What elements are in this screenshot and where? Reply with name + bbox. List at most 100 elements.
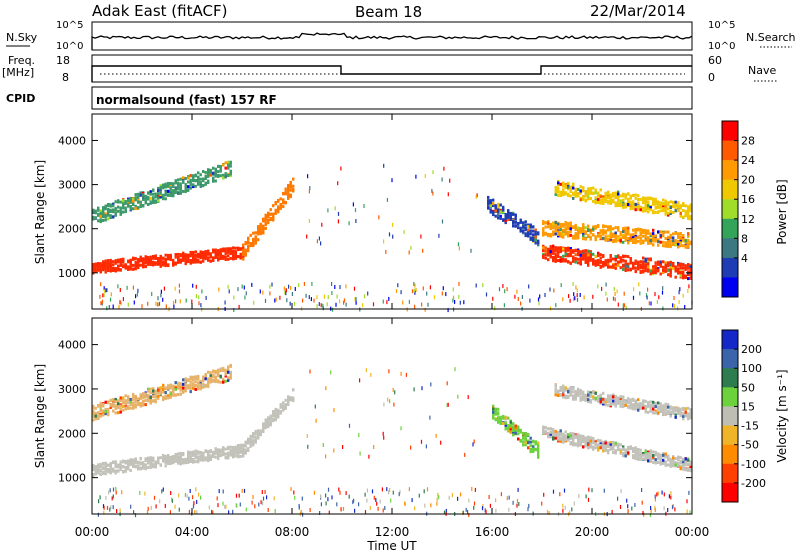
noise-cell xyxy=(529,298,531,303)
noise-cell xyxy=(654,497,656,502)
scatter-cell xyxy=(674,200,677,204)
scatter-cell xyxy=(167,181,170,185)
scatter-cell xyxy=(274,211,277,215)
scatter-cell xyxy=(147,397,150,400)
noise-cell xyxy=(498,287,501,292)
noise-cell xyxy=(442,286,444,291)
scatter-cell xyxy=(284,192,287,196)
scatter-cell xyxy=(277,205,280,209)
noise-cell xyxy=(516,289,518,294)
scatter-cell xyxy=(617,396,620,400)
scatter-cell xyxy=(622,397,625,401)
scatter-cell xyxy=(542,231,545,235)
scatter-cell xyxy=(109,469,112,473)
scatter-cell xyxy=(599,201,602,205)
scatter-cell xyxy=(672,411,675,415)
noise-cell xyxy=(488,495,490,499)
scatter-cell xyxy=(94,209,97,213)
scatter-cell xyxy=(519,219,522,223)
scatter-cell xyxy=(149,257,152,261)
scatter-cell xyxy=(597,446,600,450)
scatter-cell xyxy=(514,424,517,428)
scatter-cell xyxy=(509,423,512,427)
scatter-cell xyxy=(212,171,215,175)
scatter-cell xyxy=(287,402,290,406)
scatter-cell xyxy=(614,196,617,200)
scatter-cell xyxy=(199,177,202,181)
scatter-cell xyxy=(659,205,662,208)
scatter-cell xyxy=(487,202,490,206)
scatter-cell xyxy=(602,228,605,232)
scatter-cell xyxy=(592,395,595,399)
scatter-cell xyxy=(679,206,682,210)
scatter-cell xyxy=(132,197,135,201)
scatter-cell xyxy=(117,411,120,415)
scatter-cell xyxy=(664,403,667,407)
scatter-cell xyxy=(664,411,667,415)
noise-cell xyxy=(576,297,579,302)
scatter-cell xyxy=(649,232,652,236)
scatter-cell xyxy=(684,460,687,464)
scatter-cell xyxy=(582,249,585,253)
scatter-cell xyxy=(529,232,532,236)
scatter-cell xyxy=(149,259,152,263)
scatter-cell xyxy=(589,391,592,395)
scatter-cell xyxy=(92,473,95,476)
scatter-cell xyxy=(489,201,492,204)
noise-cell xyxy=(684,305,686,309)
scatter-cell xyxy=(554,390,557,393)
scatter-cell xyxy=(624,451,627,454)
scatter-cell xyxy=(489,210,492,214)
noise-cell xyxy=(397,283,399,288)
scatter-cell xyxy=(157,186,160,190)
scatter-cell xyxy=(664,208,667,211)
scatter-cell xyxy=(599,236,602,240)
scatter-cell xyxy=(277,207,280,211)
scatter-cell xyxy=(129,403,132,406)
scatter-cell xyxy=(657,200,660,204)
scatter-cell xyxy=(154,195,157,199)
scatter-cell xyxy=(587,390,590,394)
scatter-cell xyxy=(139,404,142,408)
noise-cell xyxy=(337,219,339,224)
scatter-cell xyxy=(189,186,192,190)
noise-cell xyxy=(454,299,456,304)
scatter-cell xyxy=(147,197,150,201)
noise-cell xyxy=(108,305,110,309)
scatter-cell xyxy=(634,241,637,245)
scatter-cell xyxy=(207,252,210,255)
scatter-cell xyxy=(657,269,660,273)
scatter-cell xyxy=(169,190,172,194)
scatter-cell xyxy=(614,402,617,405)
scatter-cell xyxy=(262,426,265,430)
scatter-cell xyxy=(534,238,537,242)
scatter-cell xyxy=(664,266,667,270)
scatter-cell xyxy=(642,266,645,270)
scatter-cell xyxy=(217,251,220,255)
scatter-cell xyxy=(669,212,672,215)
scatter-cell xyxy=(127,396,130,400)
scatter-cell xyxy=(162,395,165,399)
scatter-cell xyxy=(577,261,580,265)
scatter-cell xyxy=(617,260,620,264)
scatter-cell xyxy=(644,198,647,202)
scatter-cell xyxy=(514,429,517,432)
noise-cell xyxy=(109,297,112,302)
noise-cell xyxy=(345,284,347,289)
scatter-cell xyxy=(622,200,625,204)
scatter-cell xyxy=(167,253,170,257)
scatter-cell xyxy=(652,450,655,454)
scatter-cell xyxy=(579,443,582,447)
scatter-cell xyxy=(637,448,640,452)
colorbar-segment xyxy=(722,121,738,142)
scatter-cell xyxy=(144,399,147,402)
scatter-cell xyxy=(209,252,212,256)
scatter-cell xyxy=(684,267,687,271)
scatter-cell xyxy=(594,188,597,192)
scatter-cell xyxy=(559,193,562,197)
scatter-cell xyxy=(137,206,140,210)
scatter-cell xyxy=(497,205,500,209)
scatter-cell xyxy=(614,266,617,270)
scatter-cell xyxy=(212,177,215,181)
scatter-cell xyxy=(164,457,167,461)
